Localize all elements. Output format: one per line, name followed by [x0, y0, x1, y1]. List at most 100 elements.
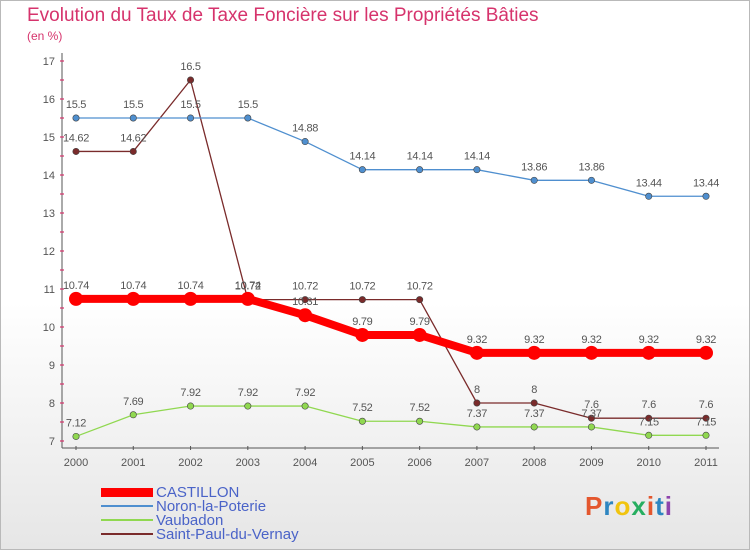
data-label: 15.5: [180, 99, 200, 111]
data-label: 10.72: [235, 281, 261, 293]
data-point: [129, 147, 137, 155]
data-label: 7.92: [238, 387, 258, 399]
legend-swatch: [101, 519, 153, 521]
data-label: 9.79: [352, 316, 372, 328]
data-point: [187, 76, 195, 84]
chart-axes: 7 8 9 10 11 12 13 14 15 16 17 2000 2001 2002 2003 2004 2…: [43, 53, 719, 469]
x-tick-label: 2010: [636, 457, 660, 469]
data-label: 7.6: [642, 399, 657, 411]
data-label: 10.72: [292, 281, 318, 293]
logo-letter: t: [655, 491, 665, 521]
proxiti-logo: Proxiti: [585, 491, 673, 522]
data-point: [358, 166, 366, 174]
data-label: 9.79: [410, 316, 430, 328]
data-point: [358, 296, 366, 304]
data-label: 10.72: [349, 281, 375, 293]
data-label: 10.74: [120, 280, 146, 292]
logo-letter: i: [664, 491, 673, 521]
data-label: 13.44: [693, 177, 719, 189]
data-label: 10.74: [178, 280, 204, 292]
y-tick-label: 15: [43, 132, 55, 144]
data-label: 8: [474, 384, 480, 396]
data-point: [645, 192, 653, 200]
data-point: [301, 402, 309, 410]
data-label: 7.52: [352, 402, 372, 414]
data-label: 7.52: [410, 402, 430, 414]
x-tick-label: 2000: [64, 457, 88, 469]
data-label: 9.32: [524, 334, 544, 346]
x-tick-label: 2008: [522, 457, 546, 469]
x-tick-label: 2009: [579, 457, 603, 469]
data-label: 16.5: [180, 61, 200, 73]
legend-label: Saint-Paul-du-Vernay: [156, 526, 299, 543]
data-label: 14.14: [407, 151, 433, 163]
data-label: 7.6: [584, 399, 599, 411]
data-label: 14.14: [349, 151, 375, 163]
data-label: 9.32: [581, 334, 601, 346]
data-label: 7.92: [295, 387, 315, 399]
legend-swatch: [101, 487, 153, 497]
data-point: [72, 147, 80, 155]
data-point: [72, 114, 80, 122]
data-label: 15.5: [123, 99, 143, 111]
x-tick-label: 2003: [236, 457, 260, 469]
y-tick-label: 7: [49, 436, 55, 448]
data-label: 14.62: [63, 132, 89, 144]
data-label: 9.32: [696, 334, 716, 346]
data-label: 15.5: [66, 99, 86, 111]
data-point: [240, 291, 255, 306]
data-point: [301, 296, 309, 304]
data-label: 10.31: [292, 296, 318, 308]
logo-letter: r: [603, 491, 615, 521]
series-line: [75, 79, 707, 419]
y-tick-label: 11: [44, 284, 55, 296]
legend-label: CASTILLON: [156, 484, 240, 501]
data-label: 8: [531, 384, 537, 396]
data-point: [641, 345, 656, 360]
data-label: 7.15: [696, 416, 716, 428]
data-point: [473, 166, 481, 174]
y-tick-label: 8: [49, 398, 55, 410]
data-point: [301, 138, 309, 146]
data-point: [473, 399, 481, 407]
logo-letter: o: [614, 491, 632, 521]
x-tick-label: 2002: [178, 457, 202, 469]
data-label: 14.62: [120, 132, 146, 144]
data-point: [298, 308, 313, 323]
x-tick-label: 2005: [350, 457, 374, 469]
y-tick-label: 14: [43, 170, 55, 182]
x-tick-label: 2004: [293, 457, 317, 469]
data-point: [244, 402, 252, 410]
y-tick-label: 16: [43, 94, 55, 106]
data-label: 7.6: [699, 399, 714, 411]
data-point: [412, 327, 427, 342]
legend-label: Vaubadon: [156, 512, 224, 529]
data-label: 13.86: [578, 161, 604, 173]
data-label: 13.44: [636, 177, 662, 189]
data-label: 7.69: [123, 396, 143, 408]
data-point: [187, 402, 195, 410]
series-line: [75, 117, 707, 197]
data-label: 9.32: [639, 334, 659, 346]
y-tick-label: 10: [43, 322, 55, 334]
data-label: 7.37: [524, 408, 544, 420]
data-label: 7.15: [639, 416, 659, 428]
data-label: 14.14: [464, 151, 490, 163]
data-point: [187, 114, 195, 122]
data-point: [530, 423, 538, 431]
legend-label: Noron-la-Poterie: [156, 498, 267, 515]
data-label: 15.5: [238, 99, 258, 111]
legend-swatch: [101, 505, 153, 507]
data-point: [584, 345, 599, 360]
data-point: [416, 296, 424, 304]
legend-swatch: [101, 533, 153, 535]
y-tick-label: 13: [43, 208, 55, 220]
data-label: 10.74: [63, 280, 89, 292]
chart-title: Evolution du Taux de Taxe Foncière sur l…: [27, 5, 539, 26]
data-point: [416, 166, 424, 174]
data-labels: 10.74 10.74 10.74 10.74 10.31 9.79 9.79 9.32 9.3…: [63, 61, 720, 429]
x-tick-label: 2001: [121, 457, 145, 469]
data-point: [358, 417, 366, 425]
